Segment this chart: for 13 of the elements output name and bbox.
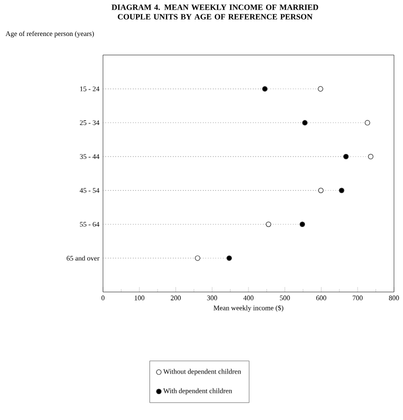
point <box>300 222 306 227</box>
point <box>262 86 268 92</box>
point <box>364 120 370 126</box>
point <box>226 255 232 261</box>
point <box>343 154 349 160</box>
point <box>338 188 344 194</box>
point <box>302 120 308 126</box>
point <box>194 255 200 261</box>
point <box>266 222 272 227</box>
point <box>318 188 324 194</box>
chart-title: DIAGRAM 4. MEAN WEEKLY INCOME OF MARRIED COUPLE UNITS BY AGE OF REFERENCE PERSON <box>112 4 318 20</box>
point <box>318 86 324 92</box>
point <box>368 154 374 160</box>
